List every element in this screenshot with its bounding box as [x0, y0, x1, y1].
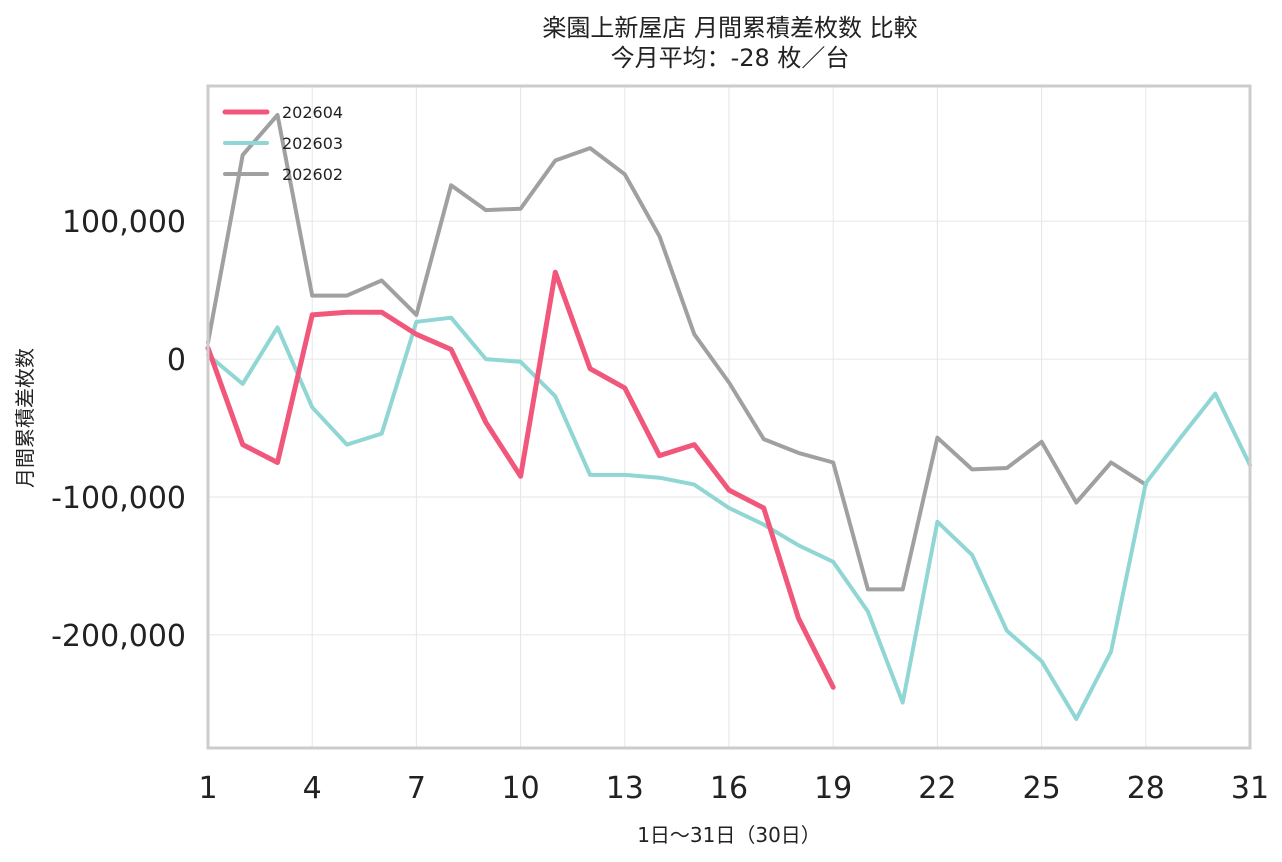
x-tick-label-10: 31: [1231, 771, 1269, 806]
legend-label-202604: 202604: [282, 103, 343, 122]
series-line-202602: [206, 113, 1148, 592]
y-axis-label: 月間累積差枚数: [13, 348, 37, 488]
chart-title: 楽園上新屋店 月間累積差枚数 比較: [542, 14, 917, 42]
y-tick-label-1: 0: [167, 343, 186, 378]
tick-labels: 1 4 7 10 13 16 19 22 25 28 31 100,000 0 -100,000 -200,…: [51, 205, 1269, 806]
x-tick-label-9: 28: [1127, 771, 1165, 806]
grid-lines: [207, 86, 1251, 748]
series-line-202603: [206, 315, 1252, 721]
x-tick-label-5: 16: [710, 771, 748, 806]
legend-label-202603: 202603: [282, 134, 343, 153]
legend-label-202602: 202602: [282, 165, 343, 184]
plot-frame: [206, 84, 1252, 750]
x-tick-label-7: 22: [918, 771, 956, 806]
x-tick-label-4: 13: [606, 771, 644, 806]
x-tick-label-3: 10: [502, 771, 540, 806]
x-tick-label-0: 1: [198, 771, 217, 806]
series-lines: [205, 113, 1252, 721]
legend: 202604 202603 202602: [222, 103, 343, 184]
y-tick-label-0: 100,000: [62, 205, 186, 240]
series-line-202604: [205, 269, 836, 690]
x-tick-label-6: 19: [814, 771, 852, 806]
x-tick-label-2: 7: [407, 771, 426, 806]
x-tick-label-1: 4: [303, 771, 322, 806]
y-tick-label-3: -200,000: [51, 619, 186, 654]
y-tick-label-2: -100,000: [51, 481, 186, 516]
chart-subtitle: 今月平均：-28 枚／台: [611, 44, 850, 72]
x-axis-label: 1日〜31日（30日）: [637, 823, 821, 847]
x-tick-label-8: 25: [1023, 771, 1061, 806]
